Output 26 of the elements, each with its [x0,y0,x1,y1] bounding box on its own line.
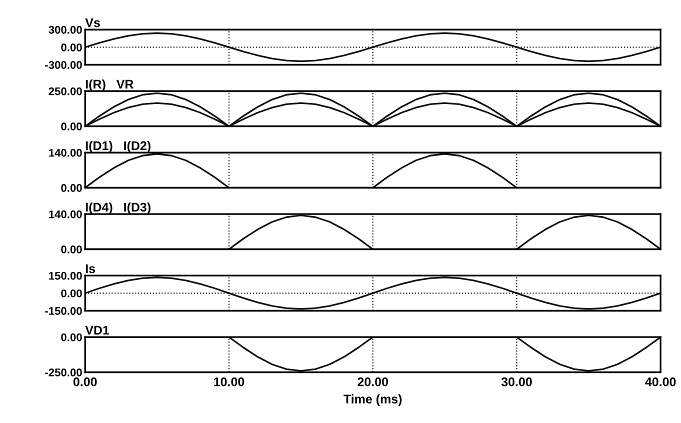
y-tick-label: 140.00 [49,148,82,157]
chart-title: VD1 [85,326,110,335]
y-tick-label: 0.00 [61,122,82,130]
y-tick-label: 0.00 [61,289,82,298]
y-tick-label: -250.00 [45,368,82,376]
x-tick-label: 40.00 [645,377,676,386]
chart-title: I(R) VR [86,79,134,92]
chart-title: Vs [85,18,100,28]
y-tick-label: -150.00 [45,307,82,315]
chart-title: I(D4) I(D3) [86,202,150,214]
y-tick-label: 0.00 [61,246,82,254]
chart-title: Is [86,264,96,274]
y-tick-label: 0.00 [61,333,82,342]
chart-title: I(D1) I(D2) [86,140,150,153]
x-tick-label: 30.00 [501,377,532,386]
x-tick-label: 0.00 [73,377,97,386]
y-tick-label: 250.00 [48,87,82,96]
y-tick-label: 0.00 [61,43,82,52]
y-tick-label: -300.00 [45,61,82,69]
x-axis-title: Time (ms) [344,394,402,406]
y-tick-label: 0.00 [61,184,82,192]
x-tick-label: 20.00 [358,377,388,386]
y-tick-label: 300.00 [48,26,82,34]
y-tick-label: 140.00 [49,210,82,218]
x-tick-label: 10.00 [214,377,244,386]
y-tick-label: 150.00 [49,272,82,280]
